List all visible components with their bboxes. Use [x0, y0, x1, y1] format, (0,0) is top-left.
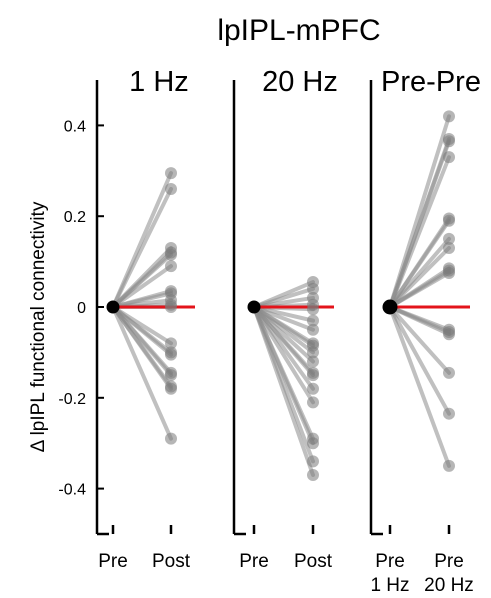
- pre-anchor-point: [382, 299, 398, 315]
- x-tick-label: Pre 1 Hz: [370, 551, 409, 596]
- panel-1hz: 1 Hz Pre Post: [95, 66, 195, 572]
- data-point: [165, 369, 177, 382]
- subject-line: [252, 305, 315, 477]
- data-point: [165, 348, 177, 361]
- data-point: [443, 214, 455, 227]
- data-point: [307, 303, 319, 316]
- data-point: [307, 314, 319, 327]
- panel-title: 20 Hz: [262, 66, 338, 98]
- data-point: [443, 135, 455, 148]
- data-point: [307, 346, 319, 359]
- subject-line: [388, 270, 451, 309]
- y-tick-label: 0.2: [64, 209, 86, 226]
- data-point: [307, 437, 319, 450]
- y-axis-ticks: 0.4 0.2 0 -0.2 -0.4: [58, 118, 86, 498]
- data-point: [165, 248, 177, 261]
- y-tick-label: 0.4: [64, 118, 86, 135]
- data-point: [443, 459, 455, 472]
- data-point: [307, 468, 319, 481]
- subject-line: [388, 305, 451, 337]
- subject-line: [111, 264, 173, 309]
- data-point: [165, 337, 177, 350]
- y-axis-label: Δ lpIPL functional connectivity: [28, 201, 49, 452]
- data-point: [307, 455, 319, 468]
- data-point: [443, 151, 455, 164]
- data-point: [165, 432, 177, 445]
- subject-line: [111, 305, 173, 391]
- pre-anchor-point: [106, 300, 120, 314]
- data-point: [165, 301, 177, 313]
- data-point: [165, 182, 177, 195]
- x-tick-label: Pre: [98, 551, 128, 572]
- x-tick-label: Post: [152, 551, 191, 572]
- data-point: [165, 382, 177, 395]
- data-point: [307, 355, 319, 368]
- panel-title: 1 Hz: [129, 66, 189, 98]
- x-tick-label: Pre 20 Hz: [424, 551, 474, 596]
- panel-title: Pre-Pre: [381, 66, 481, 98]
- x-tick-label: Pre: [239, 551, 269, 572]
- data-point: [165, 260, 177, 273]
- y-tick-label: 0: [77, 300, 86, 317]
- subject-line: [111, 186, 173, 309]
- data-point: [443, 232, 455, 245]
- x-tick-label: Post: [294, 551, 333, 572]
- data-point: [443, 266, 455, 279]
- y-tick-label: -0.4: [58, 482, 86, 499]
- data-point: [443, 366, 455, 379]
- subject-line: [388, 305, 451, 416]
- data-point: [307, 323, 319, 336]
- data-point: [443, 407, 455, 420]
- subject-line: [388, 155, 451, 309]
- data-point: [443, 241, 455, 254]
- figure-title: lpIPL-mPFC: [217, 14, 380, 47]
- data-point: [307, 282, 319, 295]
- panel-pre-pre: Pre-Pre Pre 1 Hz Pre 20 Hz: [369, 66, 481, 596]
- subject-line: [388, 305, 451, 375]
- subject-line: [111, 305, 173, 441]
- subject-line: [252, 305, 315, 405]
- data-point: [165, 167, 177, 180]
- subject-line: [388, 245, 451, 309]
- subject-line: [111, 305, 173, 357]
- data-point: [307, 382, 319, 395]
- data-point: [443, 328, 455, 341]
- subject-line: [388, 305, 451, 468]
- data-point: [443, 110, 455, 123]
- data-point: [307, 369, 319, 382]
- pre-anchor-point: [247, 300, 261, 314]
- panel-20hz: 20 Hz Pre Post: [232, 66, 338, 572]
- y-tick-label: -0.2: [58, 391, 86, 408]
- data-point: [307, 396, 319, 409]
